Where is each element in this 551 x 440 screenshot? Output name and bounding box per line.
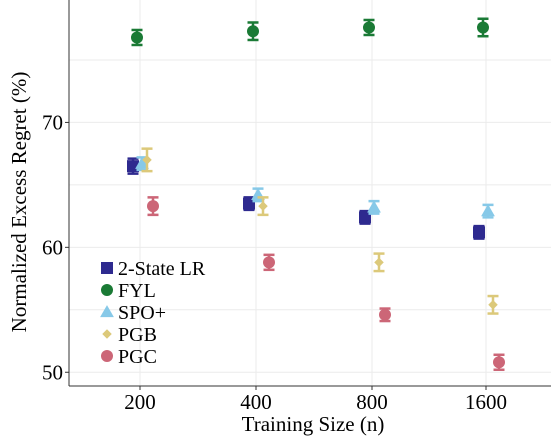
grid-lines <box>69 0 551 386</box>
data-point <box>374 257 384 268</box>
x-tick-label: 200 <box>124 390 156 414</box>
legend-label-pgb: PGB <box>118 324 157 346</box>
data-point <box>258 201 268 211</box>
x-axis-label: Training Size (n) <box>242 412 385 436</box>
data-point <box>493 356 505 369</box>
data-point <box>127 160 139 173</box>
data-point <box>263 256 275 269</box>
legend-label-fyl: FYL <box>118 280 156 302</box>
series-pgb <box>141 147 499 315</box>
x-tick-label: 1600 <box>465 390 507 414</box>
y-tick-label: 70 <box>42 110 63 134</box>
y-tick-label: 50 <box>42 360 63 384</box>
data-point <box>135 156 149 169</box>
legend-label-spo-: SPO+ <box>118 302 166 324</box>
data-point <box>147 200 159 213</box>
series-spo- <box>135 156 495 219</box>
tick-labels: 50 60 70 200 400 800 1600 <box>42 110 507 414</box>
legend-key-pgb <box>102 329 112 339</box>
legend-label-pgc: PGC <box>118 346 157 368</box>
data-point <box>379 308 391 321</box>
data-point <box>359 211 371 224</box>
x-tick-label: 800 <box>356 390 388 414</box>
data-point <box>477 21 489 34</box>
data-marks <box>127 17 505 372</box>
data-point <box>473 226 485 239</box>
legend-key-fyl <box>101 284 113 296</box>
legend-key-pgc <box>101 350 113 362</box>
data-point <box>131 31 143 44</box>
series-fyl <box>131 17 489 47</box>
data-point <box>243 197 255 210</box>
data-point <box>363 21 375 34</box>
data-point <box>481 204 495 217</box>
legend-label-2-state-lr: 2-State LR <box>118 258 206 280</box>
y-axis-label: Normalized Excess Regret (%) <box>7 72 31 333</box>
data-point <box>247 25 259 38</box>
data-point <box>488 300 498 310</box>
y-tick-label: 60 <box>42 235 63 259</box>
axes <box>65 0 551 390</box>
legend-key-spo- <box>100 305 114 318</box>
series-2-state-lr <box>127 157 485 240</box>
x-tick-label: 400 <box>240 390 272 414</box>
series-pgc <box>147 196 505 372</box>
data-point <box>142 155 152 165</box>
legend-key-2-state-lr <box>101 262 113 274</box>
data-point <box>367 200 381 213</box>
